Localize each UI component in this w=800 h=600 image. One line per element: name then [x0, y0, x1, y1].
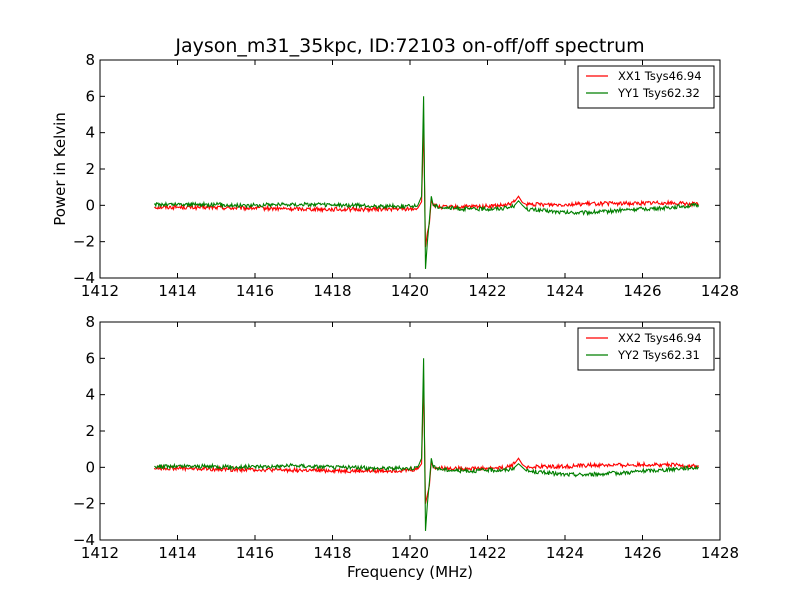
plots: 1412 1414 1416 1418 1420 1422 1424 1426 1428 −4 −2…: [51, 51, 739, 581]
y-axis-label: Power in Kelvin: [51, 112, 69, 226]
x-tick-label: 1414: [158, 544, 196, 562]
legend: XX2 Tsys46.94 YY2 Tsys62.31: [577, 327, 715, 371]
x-tick-label: 1414: [158, 282, 196, 300]
x-axis-label: Frequency (MHz): [347, 563, 473, 581]
y-tick-label: 0: [85, 458, 95, 476]
x-tick-label: 1412: [81, 282, 119, 300]
series-line-1: [153, 380, 700, 504]
y-tick-label: −4: [73, 269, 95, 287]
panel-1: 1412 1414 1416 1418 1420 1422 1424 1426 1428 −4 −2…: [51, 51, 739, 300]
legend: XX1 Tsys46.94 YY1 Tsys62.32: [577, 65, 715, 109]
legend-entry: YY2 Tsys62.31: [617, 348, 700, 362]
x-tick-label: 1416: [236, 544, 274, 562]
y-tick-label: 8: [85, 51, 95, 69]
x-tick-label: 1420: [391, 282, 429, 300]
y-tick-label: 2: [85, 160, 95, 178]
panel-2: 1412 1414 1416 1418 1420 1422 1424 1426 1428 −4 −2…: [73, 313, 739, 581]
y-tick-label: −4: [73, 531, 95, 549]
y-tick-label: 8: [85, 313, 95, 331]
legend-entry: YY1 Tsys62.32: [617, 86, 700, 100]
y-tick-label: 6: [85, 349, 95, 367]
x-tick-label: 1428: [701, 544, 739, 562]
x-tick-label: 1416: [236, 282, 274, 300]
x-tick-label: 1426: [623, 282, 661, 300]
x-tick-label: 1420: [391, 544, 429, 562]
x-tick-label: 1412: [81, 544, 119, 562]
x-tick-label: 1422: [468, 282, 506, 300]
x-tick-label: 1418: [313, 282, 351, 300]
x-tick-label: 1418: [313, 544, 351, 562]
x-tick-label: 1424: [546, 282, 584, 300]
y-tick-label: 4: [85, 124, 95, 142]
x-tick-label: 1428: [701, 282, 739, 300]
series-line-2: [153, 96, 700, 269]
x-tick-label: 1424: [546, 544, 584, 562]
y-tick-label: 2: [85, 422, 95, 440]
legend-entry: XX2 Tsys46.94: [618, 331, 702, 345]
figure-title: Jayson_m31_35kpc, ID:72103 on-off/off sp…: [174, 35, 644, 57]
x-tick-label: 1426: [623, 544, 661, 562]
series-line-2: [154, 358, 700, 531]
legend-entry: XX1 Tsys46.94: [618, 69, 702, 83]
y-tick-label: 6: [85, 87, 95, 105]
y-tick-label: 0: [85, 196, 95, 214]
x-tick-label: 1422: [468, 544, 506, 562]
y-tick-label: 4: [85, 386, 95, 404]
y-tick-label: −2: [73, 495, 95, 513]
y-tick-label: −2: [73, 233, 95, 251]
